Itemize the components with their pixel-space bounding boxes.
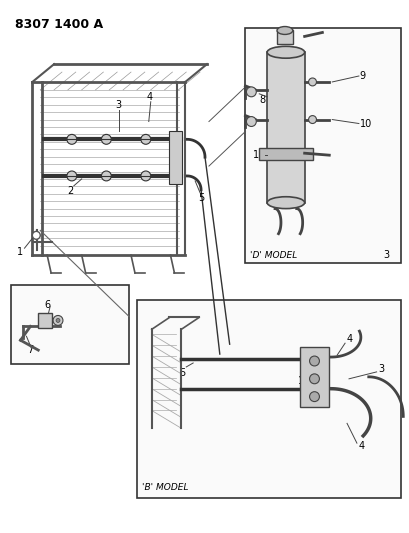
Circle shape — [309, 356, 319, 366]
Circle shape — [32, 231, 40, 239]
Circle shape — [67, 134, 76, 144]
Circle shape — [308, 78, 316, 86]
Bar — [276, 30, 292, 44]
Text: 8307 1400 A: 8307 1400 A — [15, 18, 103, 31]
Circle shape — [141, 171, 151, 181]
Circle shape — [246, 87, 256, 97]
Text: 1: 1 — [16, 247, 22, 257]
Text: 'B' MODEL: 'B' MODEL — [142, 483, 188, 492]
Text: 4: 4 — [346, 334, 352, 344]
Text: 12: 12 — [297, 376, 309, 386]
Circle shape — [246, 117, 256, 126]
Bar — [168, 132, 182, 184]
Circle shape — [56, 318, 60, 322]
Text: 3: 3 — [115, 100, 121, 110]
Text: 'D' MODEL: 'D' MODEL — [250, 251, 297, 260]
Text: 4: 4 — [358, 441, 364, 451]
Bar — [258, 148, 312, 160]
Circle shape — [67, 171, 76, 181]
Circle shape — [309, 374, 319, 384]
Ellipse shape — [267, 197, 304, 208]
Ellipse shape — [267, 46, 304, 58]
Circle shape — [309, 392, 319, 401]
Text: 5: 5 — [179, 368, 185, 378]
Bar — [299, 347, 328, 407]
Text: 10: 10 — [359, 118, 371, 128]
Text: 6: 6 — [44, 300, 50, 310]
Text: 9: 9 — [359, 71, 365, 81]
Bar — [267, 52, 304, 203]
Text: 5: 5 — [198, 193, 204, 203]
Bar — [38, 312, 52, 328]
Text: 11: 11 — [253, 150, 265, 160]
Text: 3: 3 — [378, 364, 384, 374]
Text: 4: 4 — [146, 92, 153, 102]
Circle shape — [308, 116, 316, 124]
Circle shape — [53, 316, 63, 325]
Bar — [137, 300, 400, 498]
Circle shape — [101, 134, 111, 144]
Text: 2: 2 — [67, 186, 73, 196]
Text: 7: 7 — [27, 345, 34, 355]
Circle shape — [101, 171, 111, 181]
Circle shape — [141, 134, 151, 144]
Bar — [245, 28, 400, 263]
Text: 8: 8 — [258, 95, 265, 105]
Ellipse shape — [276, 27, 292, 35]
Bar — [11, 285, 129, 364]
Text: 3: 3 — [382, 250, 389, 260]
